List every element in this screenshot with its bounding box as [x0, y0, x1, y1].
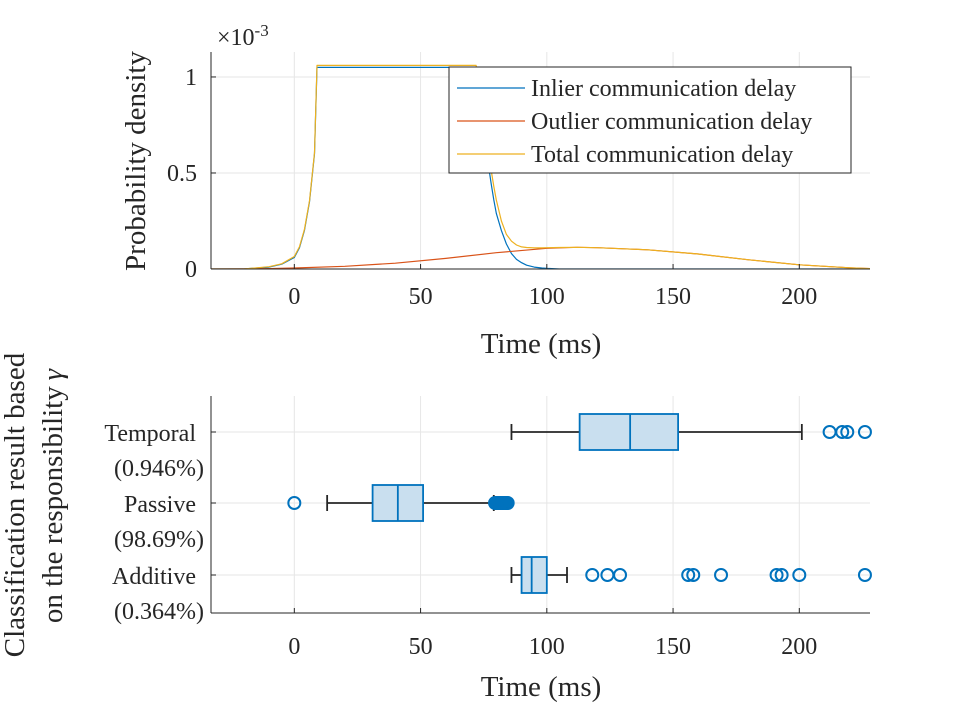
outlier-point — [769, 568, 784, 582]
density-y-tick-label: 0 — [185, 257, 197, 283]
boxplot: 0 50 100 150 200 Temporal (0.946%) Passive (98.… — [0, 352, 872, 703]
outlier-point — [500, 496, 515, 510]
category-label: Additive — [112, 564, 196, 590]
category-label: Temporal — [104, 421, 196, 447]
legend-entry-label: Outlier communication delay — [531, 109, 812, 135]
legend-entry-label: Total communication delay — [531, 142, 793, 168]
box-iqr — [520, 556, 548, 594]
density-x-tick-label: 0 — [288, 284, 300, 310]
boxplot-x-tick-label: 0 — [288, 634, 300, 660]
boxplot-boxes — [287, 413, 872, 594]
outlier-point — [681, 568, 696, 582]
density-y-tick-label: 0.5 — [167, 161, 197, 187]
box-additive — [510, 556, 872, 594]
box-iqr — [578, 413, 680, 451]
outlier-point — [857, 425, 872, 439]
outlier-point — [585, 568, 600, 582]
density-x-tick-label: 200 — [781, 284, 817, 310]
box-passive — [287, 484, 515, 522]
category-percent: (98.69%) — [114, 527, 204, 553]
boxplot-x-tick-label: 100 — [529, 634, 565, 660]
box-temporal — [510, 413, 872, 451]
legend-box — [448, 66, 852, 174]
density-x-tick-label: 100 — [529, 284, 565, 310]
density-exponent-label: ×10-3 — [217, 21, 269, 51]
density-legend: Inlier communication delay Outlier commun… — [448, 66, 852, 174]
boxplot-x-ticks: 0 50 100 150 200 — [288, 608, 817, 660]
boxplot-y-axis-label-line2: on the responsibilityγ — [37, 367, 69, 623]
boxplot-x-axis-label: Time (ms) — [481, 671, 602, 703]
outlier-point — [840, 425, 855, 439]
density-x-ticks: 0 50 100 150 200 — [288, 264, 817, 310]
density-plot: 0 50 100 150 200 00.51 ×10-3 Time (ms) Proba… — [120, 21, 870, 360]
category-percent: (0.364%) — [114, 599, 204, 625]
density-x-tick-label: 50 — [409, 284, 433, 310]
outlier-point — [857, 568, 872, 582]
density-y-ticks: 00.51 — [167, 65, 216, 283]
density-series-line-2 — [211, 64, 870, 269]
boxplot-y-axis-label-line1: Classification result based — [0, 352, 31, 657]
outlier-point — [686, 568, 701, 582]
density-series — [211, 64, 870, 269]
category-label: Passive — [124, 492, 196, 518]
boxplot-x-tick-label: 200 — [781, 634, 817, 660]
density-x-axis-label: Time (ms) — [481, 328, 602, 360]
outlier-point — [287, 496, 302, 510]
outlier-point — [792, 568, 807, 582]
boxplot-x-tick-label: 50 — [409, 634, 433, 660]
outlier-point — [613, 568, 628, 582]
outlier-point — [774, 568, 789, 582]
boxplot-x-tick-label: 150 — [655, 634, 691, 660]
density-y-axis-label: Probability density — [120, 51, 152, 271]
boxplot-category-labels: Temporal (0.946%) Passive (98.69%) Additive (… — [104, 421, 204, 625]
outlier-point — [835, 425, 850, 439]
category-percent: (0.946%) — [114, 456, 204, 482]
outlier-point — [714, 568, 729, 582]
density-x-tick-label: 150 — [655, 284, 691, 310]
density-y-tick-label: 1 — [185, 65, 197, 91]
legend-entry-label: Inlier communication delay — [531, 76, 796, 102]
